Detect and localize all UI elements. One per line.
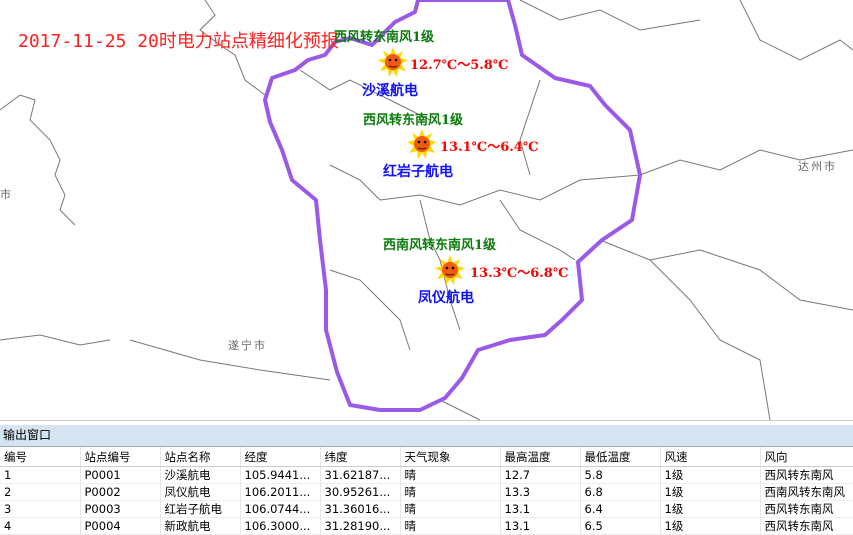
table-cell: 13.3 — [500, 483, 581, 501]
table-cell: 105.9441... — [240, 466, 321, 484]
column-header[interactable]: 最低温度 — [580, 447, 661, 467]
column-header[interactable]: 风速 — [660, 447, 761, 467]
table-cell: 4 — [0, 517, 81, 535]
wind-label: 西风转东南风1级 — [363, 113, 464, 128]
map-title: 2017-11-25 20时电力站点精细化预报 — [18, 31, 339, 52]
table-cell: 西风转东南风 — [760, 517, 853, 535]
table-cell: 13.1 — [500, 517, 581, 535]
column-header[interactable]: 最高温度 — [500, 447, 581, 467]
table-cell: 晴 — [400, 466, 501, 484]
temp-label: 12.7℃～5.8℃ — [410, 58, 509, 73]
wind-label: 西南风转东南风1级 — [383, 238, 497, 253]
table-cell: 1级 — [660, 500, 761, 518]
table-cell: 31.36016... — [320, 500, 401, 518]
table-cell: P0004 — [80, 517, 161, 535]
table-row[interactable]: 2 P0002 凤仪航电 106.2011... 30.95261... 晴 13.3 6.8… — [0, 483, 853, 501]
temp-label: 13.1℃～6.4℃ — [440, 140, 539, 155]
city-label: 遂宁市 — [228, 339, 267, 352]
output-window: 输出窗口 编号 站点编号 站点名称 经度 纬度 天气现象 最高温度 最低温度 风速 风向 1 P00… — [0, 420, 853, 535]
table-cell: 晴 — [400, 517, 501, 535]
table-cell: P0001 — [80, 466, 161, 484]
table-cell: 6.8 — [580, 483, 661, 501]
map-canvas[interactable] — [0, 0, 853, 420]
table-cell: 106.2011... — [240, 483, 321, 501]
table-cell: 沙溪航电 — [160, 466, 241, 484]
table-cell: 红岩子航电 — [160, 500, 241, 518]
table-cell: 西南风转东南风 — [760, 483, 853, 501]
table-cell: 1 — [0, 466, 81, 484]
sunny-icon — [435, 255, 465, 285]
table-cell: 31.28190... — [320, 517, 401, 535]
column-header[interactable]: 编号 — [0, 447, 81, 467]
table-cell: 12.7 — [500, 466, 581, 484]
table-cell: 6.4 — [580, 500, 661, 518]
table-cell: 新政航电 — [160, 517, 241, 535]
table-row[interactable]: 3 P0003 红岩子航电 106.0744... 31.36016... 晴 13.1 6.… — [0, 500, 853, 518]
station-table: 编号 站点编号 站点名称 经度 纬度 天气现象 最高温度 最低温度 风速 风向 1 P0001 沙溪航… — [0, 447, 853, 535]
table-cell: 106.3000... — [240, 517, 321, 535]
table-cell: P0002 — [80, 483, 161, 501]
table-cell: 6.5 — [580, 517, 661, 535]
table-cell: 西风转东南风 — [760, 466, 853, 484]
county-borders — [0, 0, 853, 420]
column-header[interactable]: 天气现象 — [400, 447, 501, 467]
table-cell: 西风转东南风 — [760, 500, 853, 518]
table-cell: 106.0744... — [240, 500, 321, 518]
table-cell: 1级 — [660, 483, 761, 501]
column-header[interactable]: 风向 — [760, 447, 853, 467]
city-label: 市 — [0, 188, 13, 201]
output-window-title: 输出窗口 — [0, 425, 853, 447]
table-cell: 31.62187... — [320, 466, 401, 484]
table-cell: 1级 — [660, 466, 761, 484]
table-cell: 1级 — [660, 517, 761, 535]
column-header[interactable]: 纬度 — [320, 447, 401, 467]
table-row[interactable]: 1 P0001 沙溪航电 105.9441... 31.62187... 晴 12.7 5.8… — [0, 466, 853, 484]
sunny-icon — [407, 129, 437, 159]
temp-label: 13.3℃～6.8℃ — [470, 266, 569, 281]
table-cell: P0003 — [80, 500, 161, 518]
column-header[interactable]: 站点编号 — [80, 447, 161, 467]
table-cell: 3 — [0, 500, 81, 518]
table-cell: 30.95261... — [320, 483, 401, 501]
sunny-icon — [378, 47, 408, 77]
table-cell: 2 — [0, 483, 81, 501]
table-cell: 5.8 — [580, 466, 661, 484]
station-name: 凤仪航电 — [418, 290, 474, 306]
station-name: 沙溪航电 — [362, 83, 418, 99]
table-cell: 凤仪航电 — [160, 483, 241, 501]
column-header[interactable]: 经度 — [240, 447, 321, 467]
column-header[interactable]: 站点名称 — [160, 447, 241, 467]
table-cell: 晴 — [400, 483, 501, 501]
table-header: 编号 站点编号 站点名称 经度 纬度 天气现象 最高温度 最低温度 风速 风向 — [0, 447, 853, 467]
region-boundary — [263, 0, 642, 412]
table-row[interactable]: 4 P0004 新政航电 106.3000... 31.28190... 晴 13.1 6.5… — [0, 517, 853, 535]
wind-label: 西风转东南风1级 — [334, 30, 435, 45]
table-cell: 晴 — [400, 500, 501, 518]
table-cell: 13.1 — [500, 500, 581, 518]
city-label: 达州市 — [798, 160, 837, 173]
station-name: 红岩子航电 — [383, 164, 453, 180]
